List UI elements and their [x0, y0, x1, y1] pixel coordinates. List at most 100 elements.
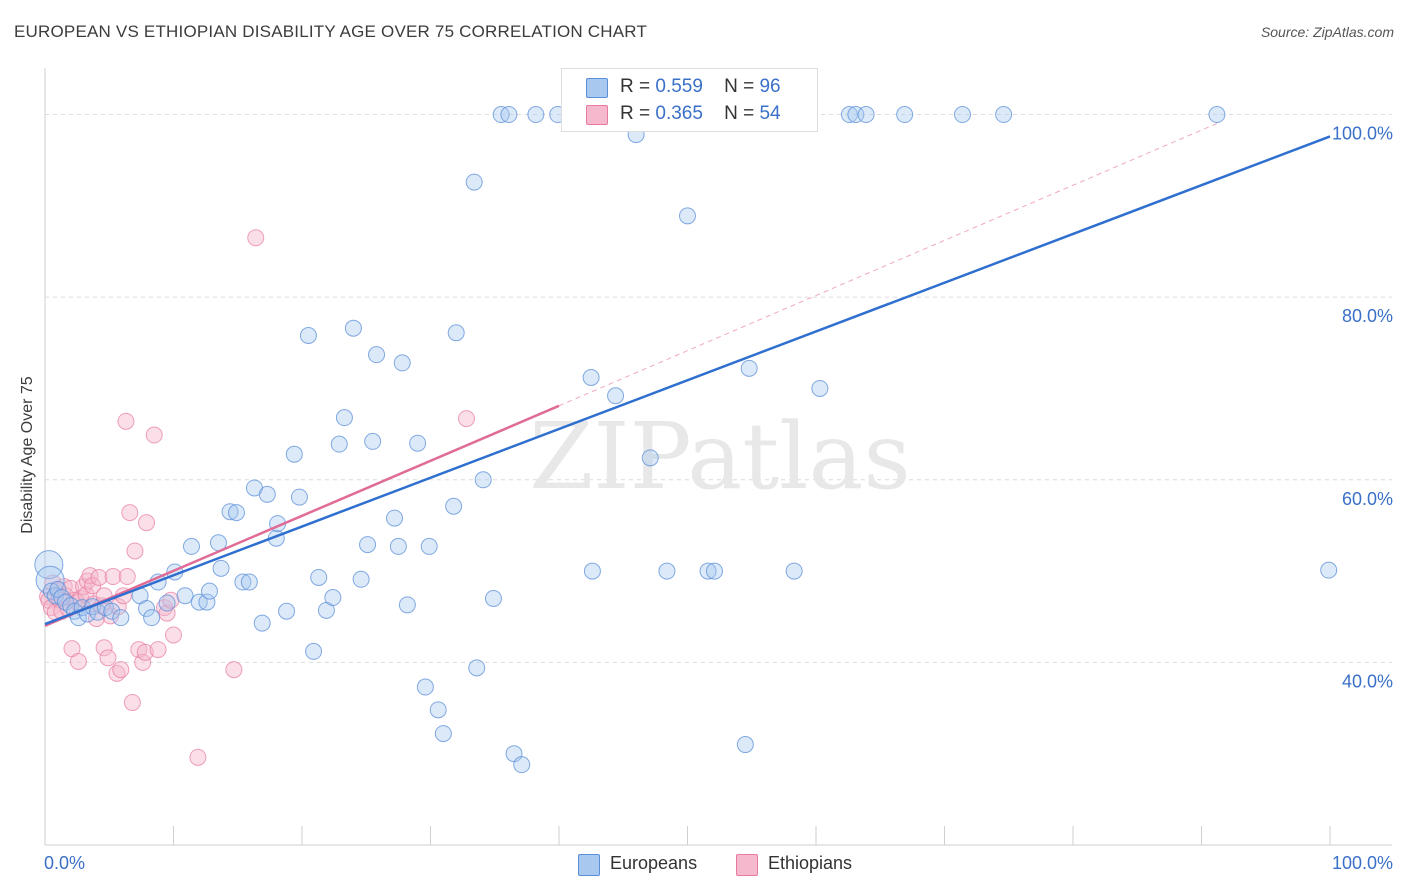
ethiopian-point — [165, 626, 182, 644]
european-point — [212, 559, 230, 577]
watermark: ZIPatlas — [529, 403, 910, 510]
ethiopians-points — [39, 229, 475, 766]
european-point — [240, 573, 258, 591]
european-point — [420, 537, 438, 555]
chart-title: EUROPEAN VS ETHIOPIAN DISABILITY AGE OVE… — [14, 22, 648, 41]
european-point — [429, 701, 447, 719]
ethiopian-point — [99, 649, 117, 667]
european-point — [352, 570, 370, 588]
european-point — [896, 106, 914, 124]
european-point — [434, 725, 452, 743]
european-point — [258, 485, 276, 503]
european-point — [227, 504, 245, 522]
trend-lines — [44, 121, 1331, 628]
european-point — [389, 537, 407, 555]
ethiopian-point — [112, 661, 130, 679]
r-value: 0.559 — [655, 76, 703, 97]
european-point — [335, 409, 353, 427]
ethiopian-point — [457, 410, 475, 428]
european-point — [158, 594, 176, 612]
european-point — [740, 359, 758, 377]
european-point — [234, 573, 252, 591]
european-point — [1208, 106, 1226, 124]
european-point — [468, 659, 486, 677]
european-point — [299, 326, 317, 344]
y-tick-label: 40.0% — [1342, 671, 1393, 691]
european-point — [200, 582, 218, 600]
european-point — [198, 593, 216, 611]
y-tick-label: 60.0% — [1342, 489, 1393, 509]
source-label: Source: ZipAtlas.com — [1260, 24, 1394, 40]
tick-labels: 40.0% 60.0% 80.0% 100.0% 0.0% 100.0% — [44, 124, 1393, 873]
ethiopian-point — [117, 412, 135, 430]
european-point — [416, 678, 434, 696]
european-point — [49, 580, 67, 598]
european-point — [138, 600, 156, 618]
ethiopians-trend-line — [44, 404, 560, 628]
european-point — [840, 106, 858, 124]
european-point — [143, 609, 161, 627]
x-tick-label: 100.0% — [1332, 853, 1393, 873]
legend-swatch-europeans — [586, 78, 608, 98]
ethiopian-point — [90, 568, 108, 586]
european-point — [35, 565, 65, 595]
europeans-trend-line — [44, 135, 1331, 626]
european-point — [112, 609, 130, 627]
ethiopian-point — [189, 748, 207, 766]
european-point — [176, 587, 194, 605]
legend-swatch-ethiopians — [736, 854, 758, 876]
european-point — [607, 387, 625, 405]
n-value: 96 — [759, 76, 781, 97]
european-point — [253, 614, 271, 632]
european-point — [857, 106, 875, 124]
european-point — [1320, 561, 1338, 579]
european-point — [103, 602, 121, 620]
legend-label-ethiopians: Ethiopians — [768, 853, 853, 873]
european-point — [221, 503, 239, 521]
ethiopian-point — [134, 653, 152, 671]
european-point — [583, 562, 601, 580]
n-label: N = — [724, 103, 755, 124]
correlation-legend: R = 0.559 N = 96 R = 0.365 N = 54 — [561, 68, 818, 132]
european-point — [445, 497, 463, 515]
ethiopian-point — [95, 639, 113, 657]
ethiopian-point — [149, 641, 167, 659]
r-value: 0.365 — [655, 103, 703, 124]
european-point — [278, 602, 296, 620]
european-point — [182, 537, 200, 555]
european-point — [465, 173, 483, 191]
european-point — [344, 319, 362, 337]
x-tick-label: 0.0% — [44, 853, 85, 873]
european-point — [785, 562, 803, 580]
european-point — [699, 562, 717, 580]
european-point — [679, 207, 696, 225]
european-point — [324, 589, 342, 607]
ethiopian-point — [123, 694, 141, 712]
european-point — [527, 106, 545, 124]
european-point — [658, 562, 676, 580]
european-point — [34, 550, 64, 580]
european-point — [484, 589, 502, 607]
european-point — [705, 562, 723, 580]
european-point — [359, 536, 377, 554]
european-point — [285, 445, 303, 463]
european-point — [330, 435, 348, 453]
european-point — [305, 642, 323, 660]
ethiopian-point — [247, 229, 265, 247]
y-tick-label: 100.0% — [1332, 124, 1393, 144]
european-point — [447, 324, 465, 342]
y-tick-label: 80.0% — [1342, 306, 1393, 326]
european-point — [641, 449, 659, 467]
ethiopian-point — [118, 568, 136, 586]
r-label: R = — [620, 103, 651, 124]
european-point — [847, 106, 865, 124]
european-point — [995, 106, 1013, 124]
european-point — [398, 596, 416, 614]
european-point — [736, 736, 754, 754]
european-point — [953, 106, 971, 124]
ethiopian-point — [138, 514, 156, 532]
ethiopian-point — [145, 426, 163, 444]
european-point — [310, 568, 328, 586]
european-point — [513, 756, 531, 774]
